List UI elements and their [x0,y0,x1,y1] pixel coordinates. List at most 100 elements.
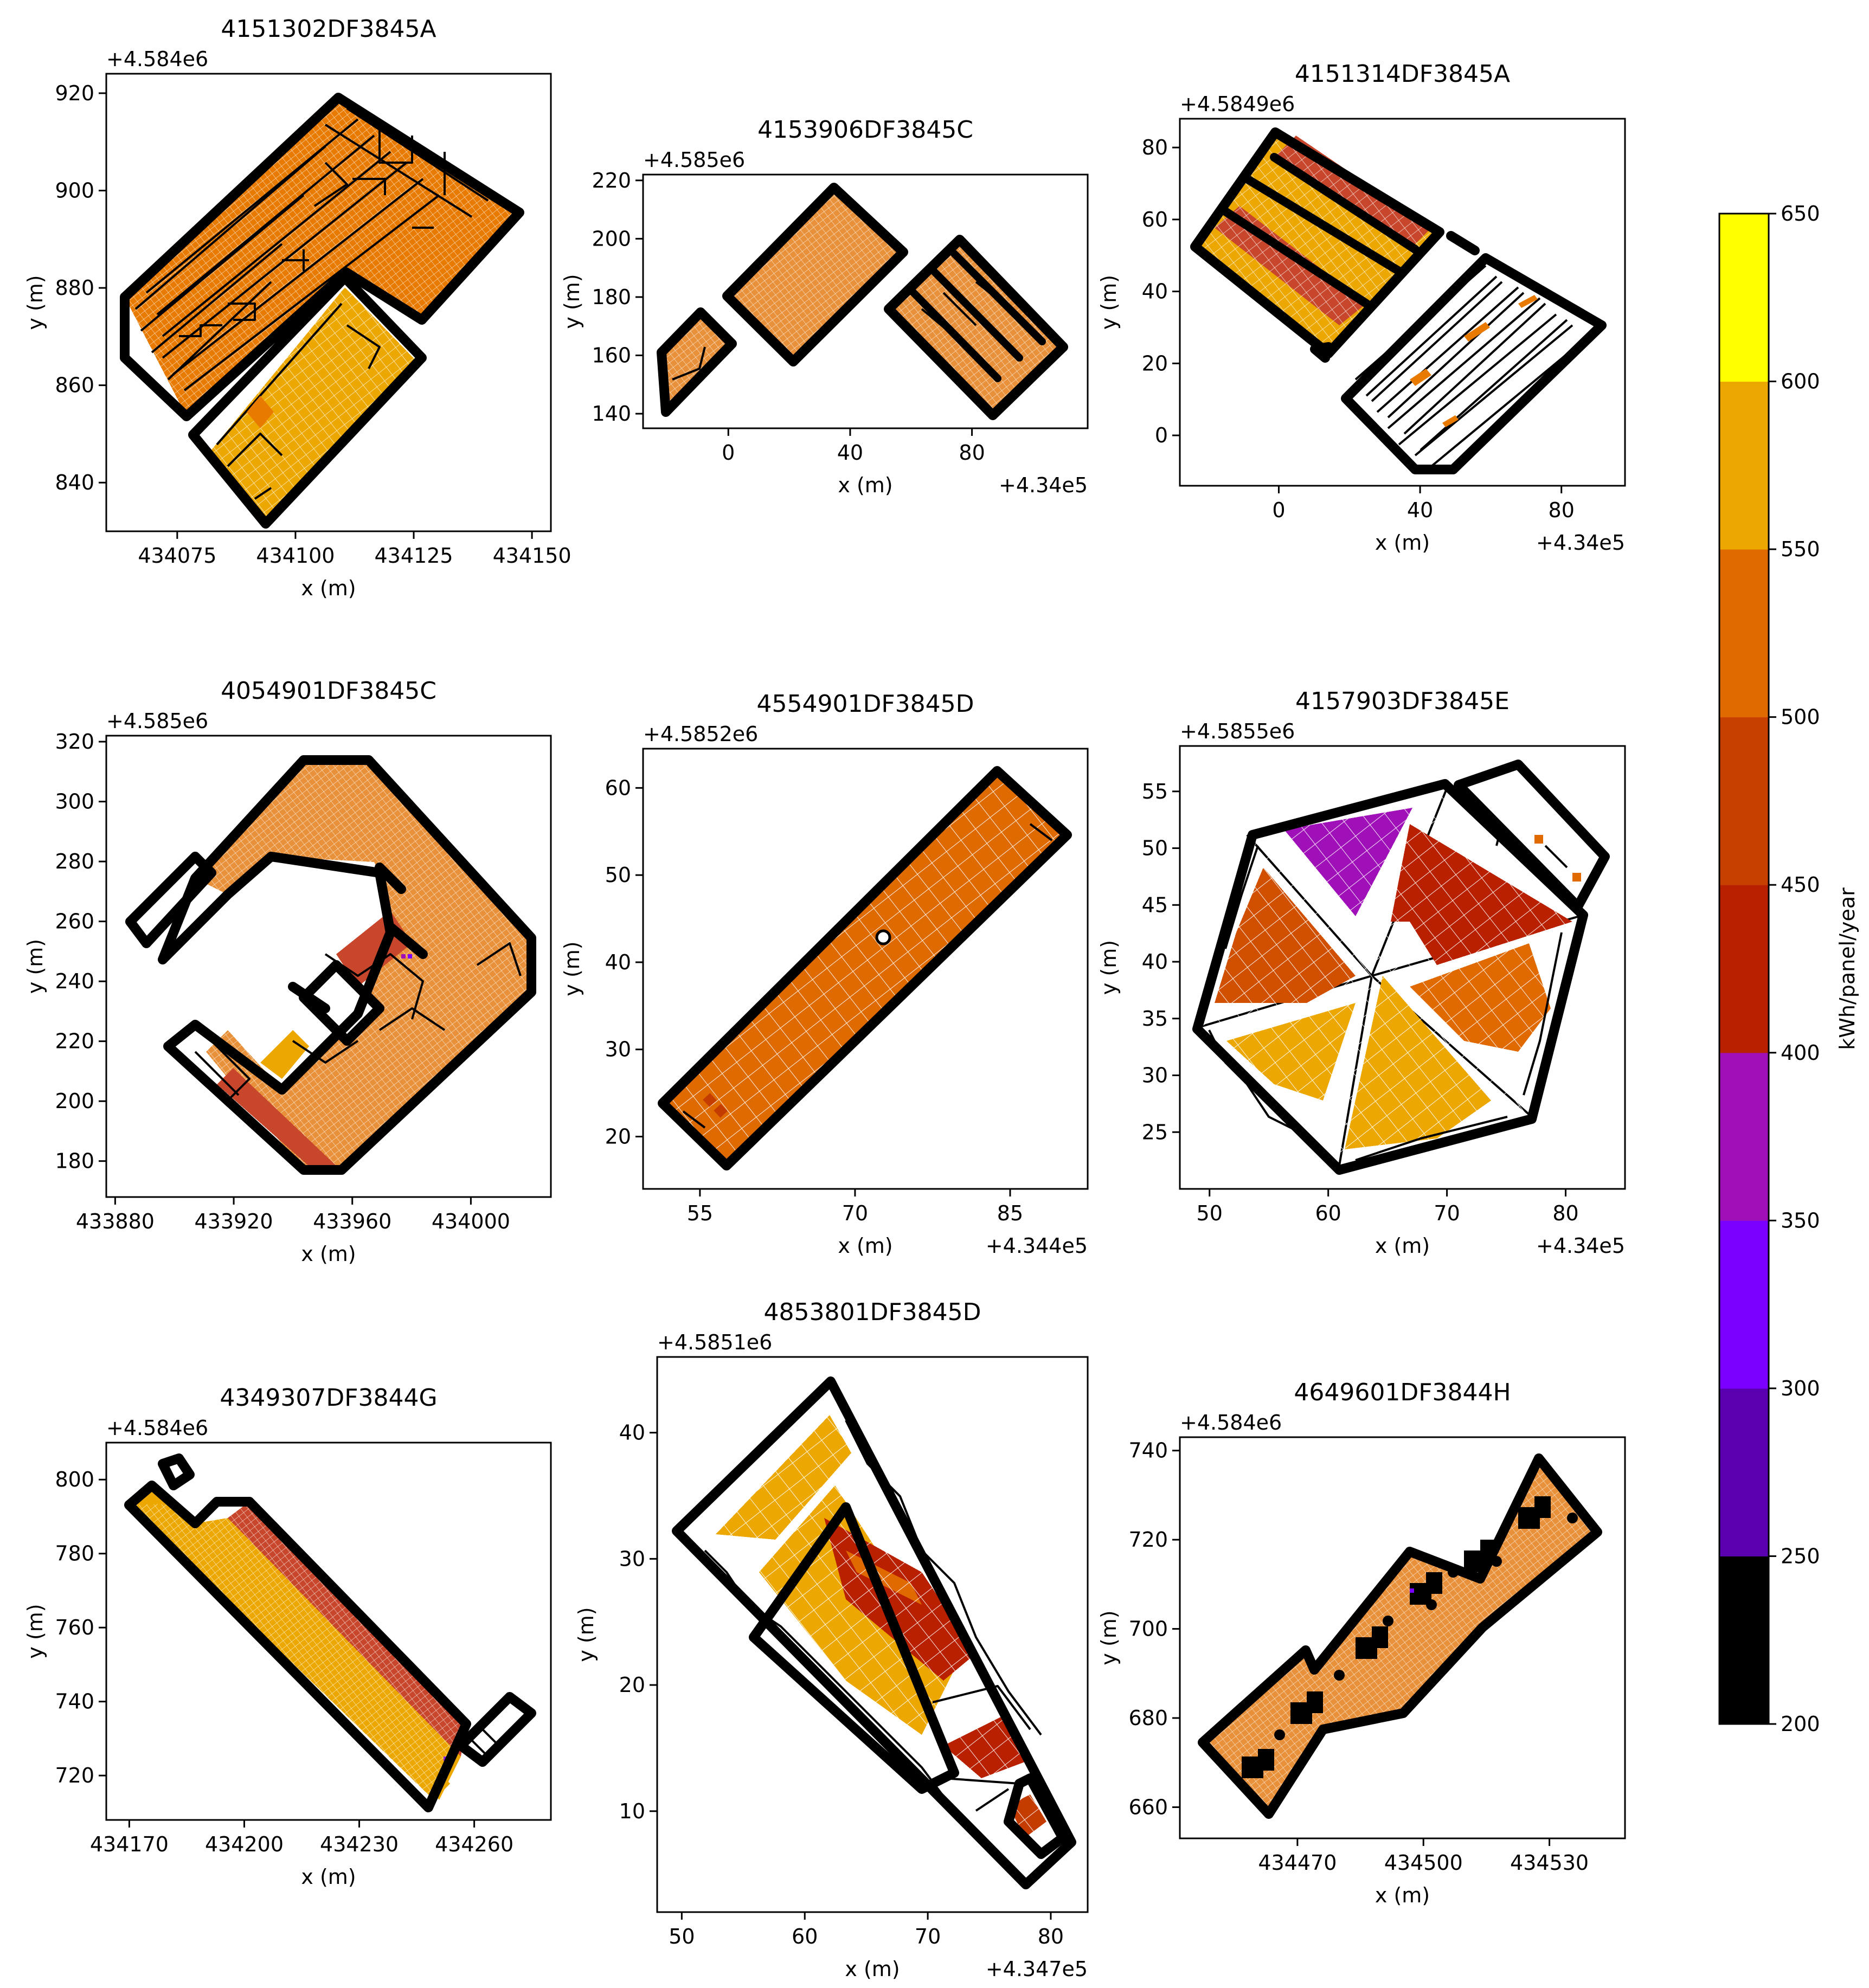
subplot-title: 4649601DF3844H [1294,1379,1511,1406]
y-offset-label: +4.5849e6 [1180,92,1295,116]
x-tick-label: 433920 [195,1209,273,1233]
y-tick-label: 320 [55,730,94,754]
y-tick-label: 280 [55,850,94,873]
axes-frame [105,73,552,532]
colorbar-band [1719,717,1769,885]
y-tick-label: 260 [55,910,94,934]
x-tick-label: 434530 [1510,1851,1589,1875]
y-offset-label: +4.584e6 [106,47,208,71]
y-tick-label: 760 [55,1616,94,1639]
colorbar-tick-label: 300 [1781,1376,1820,1400]
roof-drawing [1190,127,1607,474]
axes-frame [642,173,1089,429]
axes-frame [1179,1436,1626,1839]
x-tick-label: 434200 [205,1832,284,1856]
colorbar-tick-label: 550 [1781,537,1820,561]
y-axis-label: y (m) [1097,275,1121,330]
axes-frame [1179,745,1626,1190]
colorbar: 200 250 300 350 400 450 500 550 600 650 kWh/panel/… [1718,202,1859,1736]
y-tick-label: 880 [55,276,94,300]
y-tick-label: 680 [1128,1706,1168,1730]
roof-drawing [124,1453,536,1812]
y-tick-label: 840 [55,471,94,494]
y-tick-label: 50 [605,863,631,887]
x-axis-label: x (m) [845,1957,900,1981]
colorbar-frame [1718,213,1770,1725]
y-tick-label: 180 [55,1149,94,1173]
y-axis-label: y (m) [1097,1610,1121,1665]
y-tick-label: 25 [1142,1120,1168,1144]
y-tick-label: 220 [55,1030,94,1053]
y-offset-label: +4.585e6 [643,148,745,172]
y-tick-label: 200 [55,1089,94,1113]
colorbar-tick-label: 600 [1781,370,1820,394]
y-tick-label: 60 [605,776,631,800]
axes-frame [105,1442,552,1821]
y-tick-label: 160 [592,344,631,368]
y-tick-label: 920 [55,81,94,105]
x-tick-label: 85 [997,1201,1023,1225]
x-tick-label: 80 [1552,1201,1578,1225]
y-tick-label: 240 [55,969,94,993]
y-tick-label: 180 [592,285,631,309]
y-tick-label: 30 [1142,1064,1168,1088]
y-tick-label: 720 [1128,1528,1168,1552]
axes-frame [656,1356,1089,1913]
y-tick-label: 30 [605,1038,631,1061]
colorbar-tick-label: 400 [1781,1041,1820,1065]
y-tick-label: 20 [619,1673,645,1697]
y-offset-label: +4.5851e6 [657,1330,772,1354]
roof-drawing [658,766,1072,1170]
y-tick-label: 740 [1128,1439,1168,1463]
x-tick-label: 433880 [76,1209,155,1233]
x-tick-label: 434260 [435,1832,513,1856]
y-axis-label: y (m) [560,274,584,329]
roof-drawing [125,755,536,1175]
y-axis-label: y (m) [23,275,47,330]
subplot-9: 4649601DF3844H +4.584e6 434470 434500 434530… [1097,1379,1626,1907]
x-tick-label: 70 [842,1201,868,1225]
x-tick-label: 80 [1549,498,1575,522]
x-tick-label: 40 [1407,498,1433,522]
x-tick-label: 434470 [1258,1851,1337,1875]
y-offset-label: +4.584e6 [1180,1411,1282,1434]
y-tick-label: 10 [619,1799,645,1823]
colorbar-band [1719,1220,1769,1389]
subplot-title: 4554901DF3845D [756,690,974,718]
x-tick-label: 50 [1197,1201,1223,1225]
x-tick-label: 70 [915,1925,941,1948]
x-axis-label: x (m) [1375,1883,1430,1907]
y-offset-label: +4.585e6 [106,709,208,733]
y-tick-label: 220 [592,169,631,192]
subplot-title: 4151302DF3845A [221,15,436,43]
subplot-title: 4054901DF3845C [221,677,436,705]
colorbar-band [1719,885,1769,1053]
subplot-5: 4554901DF3845D +4.5852e6 55 70 85 20 30 40 50 60 x… [560,690,1089,1258]
y-tick-label: 60 [1142,208,1168,231]
y-tick-label: 20 [1142,351,1168,375]
y-tick-label: 860 [55,374,94,397]
subplot-title: 4153906DF3845C [757,116,973,144]
x-tick-label: 50 [669,1925,695,1948]
colorbar-band [1719,1556,1769,1725]
y-axis-label: y (m) [23,1604,47,1658]
y-tick-label: 30 [619,1547,645,1571]
x-axis-label: x (m) [301,1242,356,1266]
x-axis-label: x (m) [1375,1234,1430,1258]
y-axis-label: y (m) [560,941,584,996]
y-tick-label: 40 [619,1421,645,1445]
y-tick-label: 20 [605,1125,631,1149]
y-axis-label: y (m) [574,1607,598,1662]
y-tick-label: 660 [1128,1795,1168,1819]
y-tick-label: 200 [592,227,631,250]
roof-drawing [1198,1453,1602,1819]
subplot-2: 4153906DF3845C +4.585e6 0 40 80 140 160 180 200 2… [560,116,1089,497]
x-tick-label: 434100 [256,544,335,568]
axes-frame [642,748,1089,1190]
y-tick-label: 800 [55,1468,94,1491]
subplot-3: 4151314DF3845A+4.5849e6 0 40 80 0 20 40 60 80 x (… [1097,60,1626,555]
y-tick-label: 740 [55,1690,94,1714]
x-tick-label: 0 [722,441,735,465]
colorbar-tick-label: 500 [1781,705,1820,729]
